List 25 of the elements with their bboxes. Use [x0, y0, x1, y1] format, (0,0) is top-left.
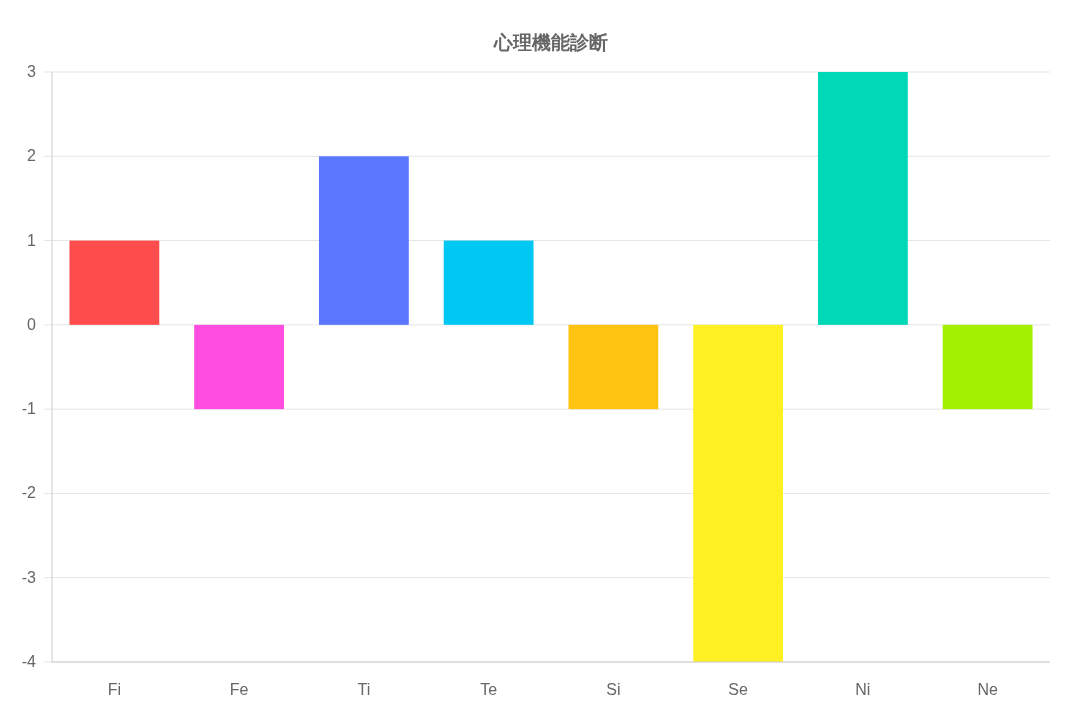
y-tick-label: -3: [21, 568, 37, 586]
x-tick-label: Ni: [855, 681, 871, 698]
x-tick-label: Ne: [977, 681, 998, 698]
y-tick-label: -2: [21, 484, 37, 502]
x-tick-label: Te: [480, 681, 498, 698]
y-tick-label: 0: [27, 315, 37, 333]
x-tick-label: Si: [606, 681, 621, 698]
bar: [443, 240, 534, 325]
y-tick-label: -4: [21, 653, 37, 670]
x-tick-label: Fi: [107, 681, 122, 698]
x-tick-label: Se: [728, 681, 749, 698]
y-tick-label: 1: [27, 231, 37, 249]
x-tick-label: Ti: [357, 681, 371, 698]
y-tick-label: -1: [21, 400, 37, 418]
chart-title: 心理機能診断: [493, 32, 608, 53]
y-tick-label: 3: [27, 63, 37, 80]
bar: [942, 324, 1033, 410]
bar: [318, 156, 409, 325]
bar: [817, 72, 908, 325]
x-tick-label: Fe: [229, 681, 249, 698]
bar: [194, 324, 285, 410]
y-tick-label: 2: [27, 147, 37, 165]
bar: [693, 324, 784, 662]
bar: [69, 240, 160, 325]
bar: [568, 324, 659, 410]
